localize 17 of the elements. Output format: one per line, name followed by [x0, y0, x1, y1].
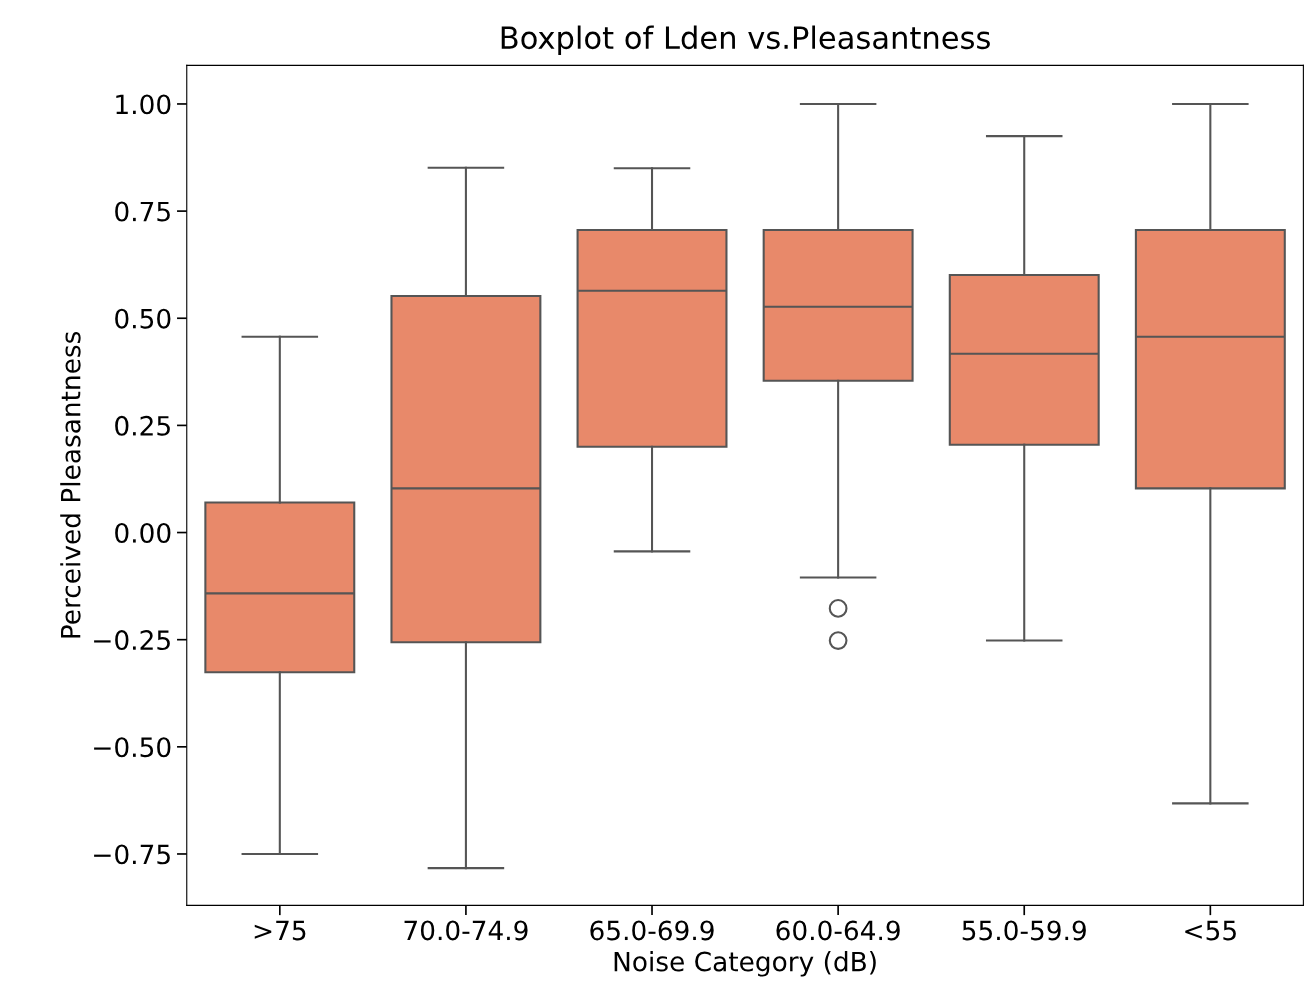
y-axis-title: Perceived Pleasantness — [60, 331, 81, 638]
x-tick-label: 70.0-74.9 — [404, 920, 528, 941]
y-tick-label: −0.25 — [94, 630, 170, 651]
x-tick-label: 65.0-69.9 — [590, 920, 714, 941]
y-tick-label: 0.50 — [115, 308, 171, 329]
chart-title: Boxplot of Lden vs.Pleasantness — [501, 25, 990, 56]
x-tick-label: 55.0-59.9 — [962, 920, 1086, 941]
x-tick-label: 60.0-64.9 — [776, 920, 900, 941]
y-tick-label: 0.75 — [115, 201, 170, 222]
y-tick-label: 0.00 — [115, 522, 171, 543]
x-axis-title: Noise Category (dB) — [614, 951, 876, 977]
y-tick-label: 0.25 — [115, 415, 170, 436]
x-tick-label: <55 — [1185, 920, 1236, 941]
y-tick-label: −0.50 — [94, 737, 171, 758]
y-tick-label: 1.00 — [116, 94, 171, 115]
x-tick-label: >75 — [254, 920, 306, 941]
y-tick-label: −0.75 — [94, 844, 170, 865]
